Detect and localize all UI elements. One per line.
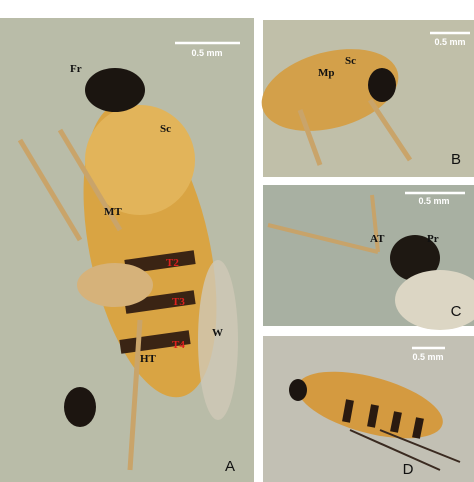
hind-leg-dark [64, 387, 96, 427]
panel-letter: A [225, 458, 235, 475]
scale-label: 0.5 mm [191, 48, 222, 58]
legs [349, 429, 461, 471]
label: Sc [345, 55, 356, 67]
insect-body [297, 371, 443, 439]
stripes [342, 399, 424, 439]
insect-head [390, 235, 440, 281]
label: T2 [166, 257, 179, 269]
scale-label: 0.5 mm [418, 196, 449, 206]
insect-body [261, 49, 399, 131]
panel-c: 0.5 mm AT Pr C [263, 185, 474, 330]
label: T3 [172, 296, 185, 308]
panel-letter: B [451, 151, 461, 168]
panel-d: 0.5 mm D [263, 336, 474, 482]
label: Sc [160, 123, 171, 135]
label: Pr [427, 233, 439, 245]
antenna [267, 194, 380, 254]
legs [297, 98, 413, 166]
hind-femur [77, 263, 153, 307]
label: AT [370, 233, 385, 245]
label: W [212, 327, 223, 339]
stripe [124, 250, 196, 274]
label: MT [104, 206, 122, 218]
insect-eye [289, 379, 307, 401]
panel-letter: D [403, 461, 414, 478]
label: Mp [318, 67, 335, 79]
panel-letter: C [451, 303, 462, 320]
label: HT [140, 353, 157, 365]
legs [17, 128, 143, 471]
panel-a: 0.5 mm Fr Sc MT T2 T3 T4 W HT A [0, 18, 254, 482]
label: T4 [172, 339, 185, 351]
scale-label: 0.5 mm [412, 352, 443, 362]
insect-eye [368, 68, 396, 102]
wing [198, 260, 238, 420]
label: Fr [70, 63, 82, 75]
insect-eye [85, 68, 145, 112]
insect-thorax [395, 270, 474, 330]
stripe [124, 290, 196, 314]
insect-thorax [85, 105, 195, 215]
scale-label: 0.5 mm [434, 37, 465, 47]
panel-b: 0.5 mm Mp Sc B [261, 20, 474, 177]
